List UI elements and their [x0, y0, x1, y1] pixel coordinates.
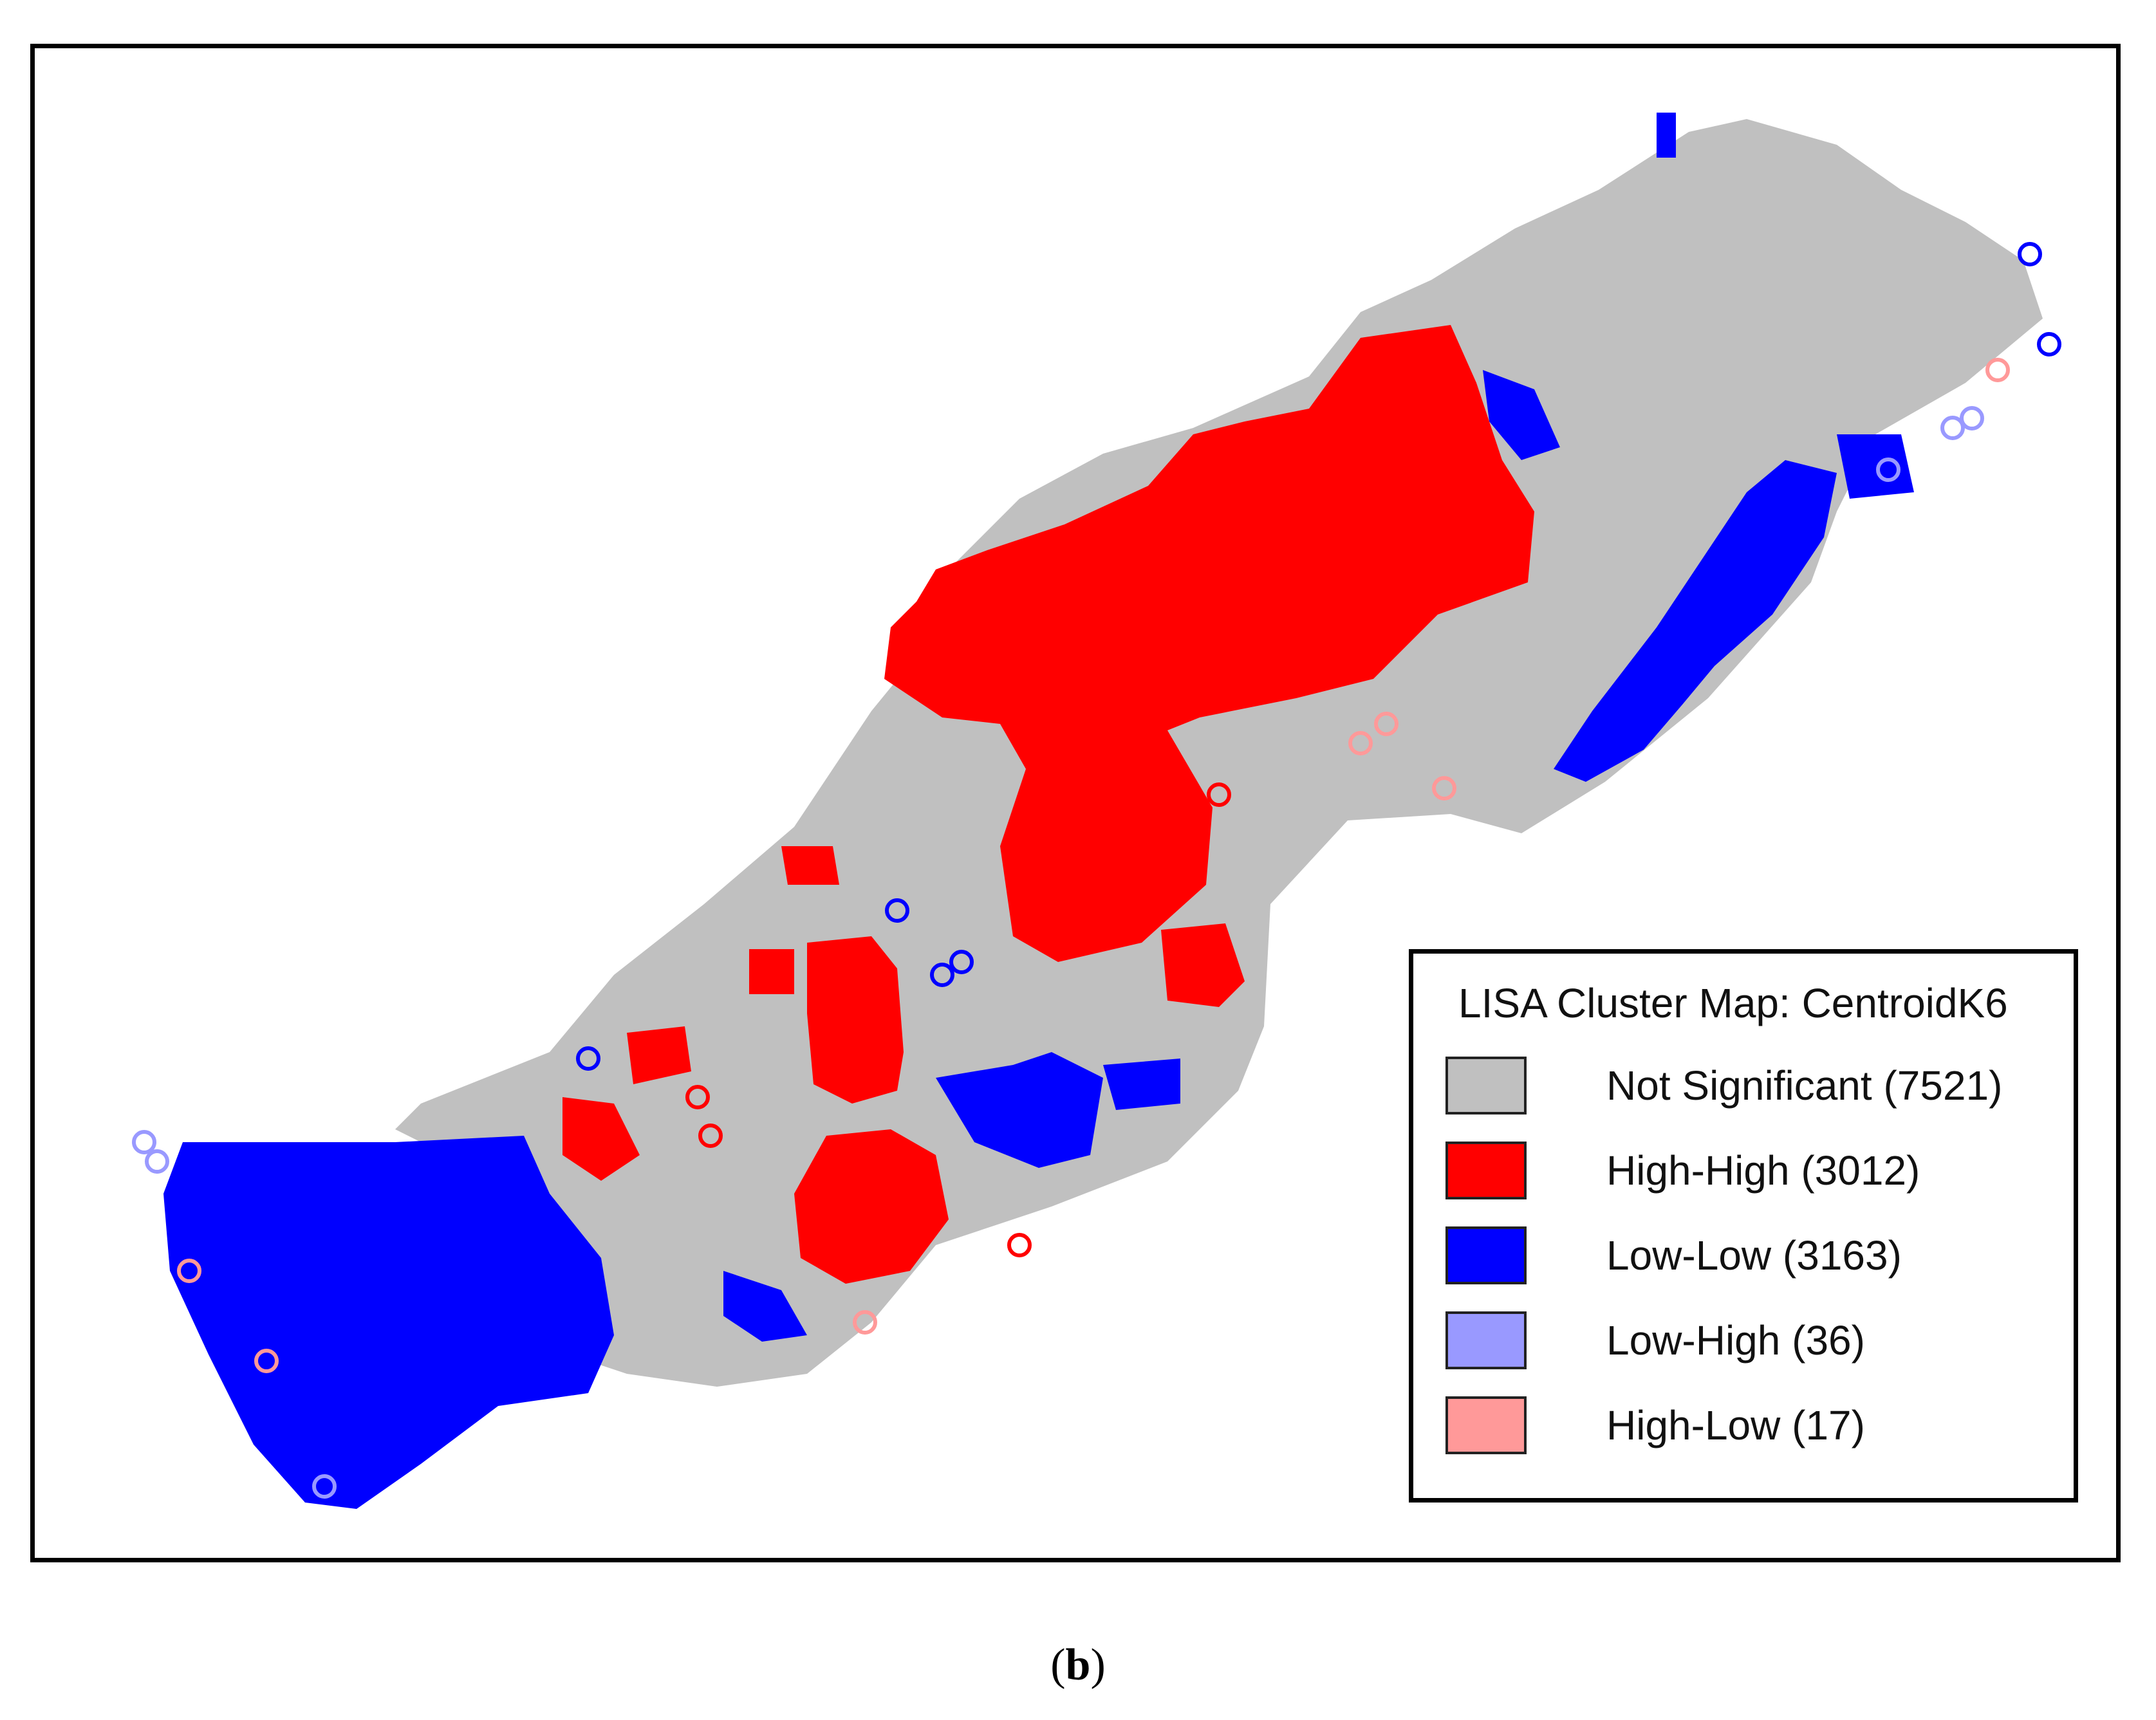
high-high-cluster-east	[1161, 923, 1245, 1007]
high-high-cluster-mid	[807, 936, 904, 1104]
legend-label: Not Significant (7521)	[1606, 1062, 2003, 1109]
marker	[576, 1046, 600, 1071]
not-significant-region	[395, 119, 2043, 1387]
legend-label: Low-Low (3163)	[1606, 1232, 1902, 1279]
low-high-points	[132, 406, 1984, 1499]
legend-item-low-high: Low-High (36)	[1445, 1311, 2063, 1376]
high-low-point	[177, 1259, 201, 1283]
marker	[1207, 782, 1231, 807]
scattered-markers	[576, 242, 2061, 1257]
legend-item-low-low: Low-Low (3163)	[1445, 1226, 2063, 1291]
legend-label: High-Low (17)	[1606, 1402, 1865, 1448]
low-high-point	[145, 1149, 169, 1174]
low-high-point	[1960, 406, 1984, 430]
swatch-not-significant	[1445, 1057, 1527, 1114]
high-high-cluster-south	[794, 1129, 949, 1284]
swatch-high-high	[1445, 1142, 1527, 1199]
high-low-point	[1985, 358, 2010, 382]
marker	[1007, 1233, 1032, 1257]
high-low-point	[1348, 731, 1373, 755]
marker	[2037, 332, 2061, 356]
high-high-cluster-north	[884, 325, 1534, 962]
high-low-points	[177, 358, 2010, 1373]
legend-label: Low-High (36)	[1606, 1317, 1865, 1364]
marker	[930, 963, 954, 987]
cluster-map	[132, 113, 2061, 1509]
legend-item-high-low: High-Low (17)	[1445, 1396, 2063, 1461]
low-low-cluster-center	[723, 1052, 1180, 1342]
swatch-low-low	[1445, 1226, 1527, 1284]
high-low-point	[1432, 776, 1456, 800]
legend-item-not-significant: Not Significant (7521)	[1445, 1057, 2063, 1121]
low-high-point	[1876, 458, 1900, 482]
caption-letter: b	[1065, 1640, 1091, 1690]
legend-item-high-high: High-High (3012)	[1445, 1142, 2063, 1206]
low-low-cluster-southwest	[163, 1136, 614, 1509]
marker	[685, 1085, 710, 1109]
legend: LISA Cluster Map: CentroidK6 Not Signifi…	[1409, 949, 2078, 1503]
figure-caption: (b)	[0, 1640, 2156, 1691]
map-frame: LISA Cluster Map: CentroidK6 Not Signifi…	[30, 44, 2121, 1562]
high-low-point	[1374, 712, 1399, 736]
high-low-point	[254, 1349, 279, 1373]
low-high-point	[312, 1474, 337, 1499]
high-high-cluster-west	[562, 846, 839, 1181]
low-low-cluster-northeast	[1483, 370, 1837, 782]
legend-title: LISA Cluster Map: CentroidK6	[1458, 980, 2008, 1026]
marker	[885, 898, 909, 923]
low-high-point	[1940, 416, 1965, 440]
legend-label: High-High (3012)	[1606, 1147, 1920, 1194]
caption-close: )	[1090, 1640, 1106, 1690]
caption-open: (	[1050, 1640, 1066, 1690]
high-low-point	[853, 1310, 877, 1335]
low-high-point	[132, 1130, 156, 1154]
marker	[949, 950, 974, 974]
swatch-low-high	[1445, 1311, 1527, 1369]
swatch-high-low	[1445, 1396, 1527, 1454]
marker	[698, 1124, 723, 1148]
marker	[2018, 242, 2042, 266]
